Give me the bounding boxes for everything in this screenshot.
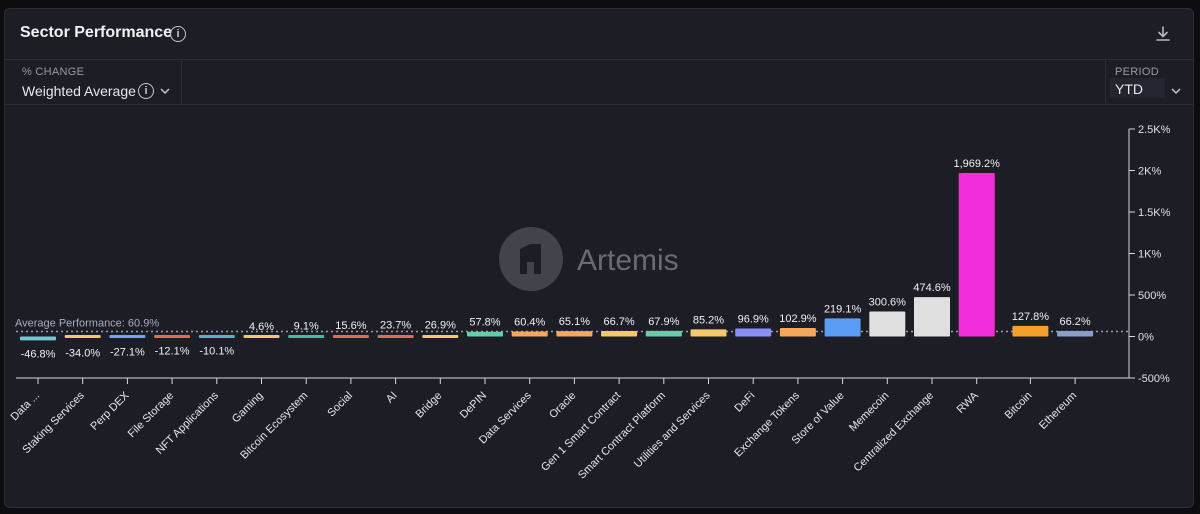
chart-card: Sector Performance i % CHANGE Weighted A…	[4, 8, 1194, 508]
data-label: 23.7%	[380, 320, 411, 332]
download-icon[interactable]	[1155, 25, 1171, 43]
chart-title: Sector Performance	[20, 24, 173, 41]
bar	[243, 335, 280, 338]
x-tick-label: Bridge	[413, 390, 444, 421]
bar	[64, 335, 101, 338]
y-tick-label: -500%	[1138, 373, 1170, 385]
y-tick-label: 2K%	[1138, 166, 1161, 178]
metric-select[interactable]: Weighted Average	[22, 83, 136, 99]
artemis-watermark: Artemis	[499, 227, 679, 291]
x-tick-label: Oracle	[547, 390, 578, 421]
data-label: -34.0%	[65, 347, 100, 359]
y-tick-label: 1K%	[1138, 249, 1161, 261]
data-label: 65.1%	[559, 316, 590, 328]
x-tick-label: AI	[384, 390, 400, 406]
x-tick-label: Smart Contract Platform	[576, 390, 668, 482]
data-label: 60.4%	[514, 316, 545, 328]
bar	[467, 331, 503, 337]
x-tick-label: Gen 1 Smart Contract	[539, 390, 623, 474]
x-tick-label: Bitcoin	[1003, 390, 1035, 422]
data-label: 66.2%	[1059, 316, 1090, 328]
controls-bar: % CHANGE Weighted Average i PERIOD YTD	[5, 60, 1193, 105]
chevron-down-icon[interactable]	[1171, 87, 1181, 95]
bar	[601, 330, 638, 337]
data-label: 300.6%	[869, 297, 907, 309]
metric-label: % CHANGE	[22, 66, 85, 78]
bar	[20, 336, 56, 341]
y-tick-label: 0%	[1138, 332, 1154, 344]
data-label: -46.8%	[21, 348, 56, 360]
bar	[377, 335, 414, 338]
bar	[109, 335, 146, 338]
bar	[914, 297, 950, 337]
data-label: 102.9%	[779, 313, 817, 325]
data-label: -27.1%	[110, 347, 145, 359]
bar	[735, 328, 772, 337]
metric-info-icon[interactable]: i	[138, 83, 154, 99]
data-label: 66.7%	[603, 316, 634, 328]
bar	[422, 335, 459, 338]
data-label: 127.8%	[1012, 311, 1050, 323]
data-label: 67.9%	[648, 316, 679, 328]
x-tick-label: Social	[325, 390, 355, 420]
x-tick-label: Utilities and Services	[632, 389, 713, 470]
period-select[interactable]: YTD	[1115, 81, 1143, 97]
data-label: 474.6%	[913, 282, 951, 294]
x-tick-label: Centralized Exchange	[852, 390, 937, 475]
x-tick-label: DeFi	[732, 390, 757, 415]
data-label: 219.1%	[824, 303, 862, 315]
data-label: 96.9%	[738, 313, 769, 325]
y-tick-label: 1.5K%	[1138, 207, 1171, 219]
bar	[869, 311, 906, 337]
data-label: 1,969.2%	[953, 158, 1000, 170]
data-label: 15.6%	[335, 320, 366, 332]
data-label: -10.1%	[199, 345, 234, 357]
chevron-down-icon[interactable]	[160, 87, 170, 95]
card-header: Sector Performance i	[5, 9, 1193, 60]
data-label: 26.9%	[425, 319, 456, 331]
x-tick-label: DePIN	[458, 390, 489, 421]
data-label: 4.6%	[249, 321, 274, 333]
bar	[288, 335, 325, 338]
x-tick-label: RWA	[955, 389, 982, 416]
x-tick-label: Data ...	[9, 390, 43, 424]
x-tick-label: Perp DEX	[88, 389, 132, 433]
x-tick-label: Ethereum	[1037, 390, 1079, 432]
data-label: 85.2%	[693, 314, 724, 326]
bar	[1012, 325, 1049, 337]
x-tick-label: Memecoin	[847, 390, 891, 434]
bar	[154, 335, 191, 338]
bar	[198, 335, 235, 338]
divider	[1105, 60, 1106, 104]
data-label: 9.1%	[294, 321, 319, 333]
bar	[1057, 331, 1094, 337]
bar	[958, 173, 995, 337]
period-label: PERIOD	[1115, 66, 1159, 78]
bar	[645, 330, 682, 337]
data-label: 57.8%	[469, 317, 500, 329]
info-icon[interactable]: i	[170, 26, 186, 42]
divider	[181, 60, 182, 104]
x-tick-label: Gaming	[230, 390, 266, 426]
bar	[779, 327, 816, 337]
bar	[690, 329, 727, 337]
data-label: -12.1%	[155, 346, 190, 358]
y-tick-label: 2.5K%	[1138, 124, 1171, 136]
bar	[556, 331, 593, 337]
bar	[332, 335, 369, 338]
bar	[824, 318, 861, 337]
period-select-box[interactable]	[1110, 78, 1165, 98]
watermark-text: Artemis	[577, 244, 679, 277]
y-tick-label: 500%	[1138, 290, 1166, 302]
bar	[511, 331, 548, 337]
average-line-label: Average Performance: 60.9%	[15, 317, 159, 329]
